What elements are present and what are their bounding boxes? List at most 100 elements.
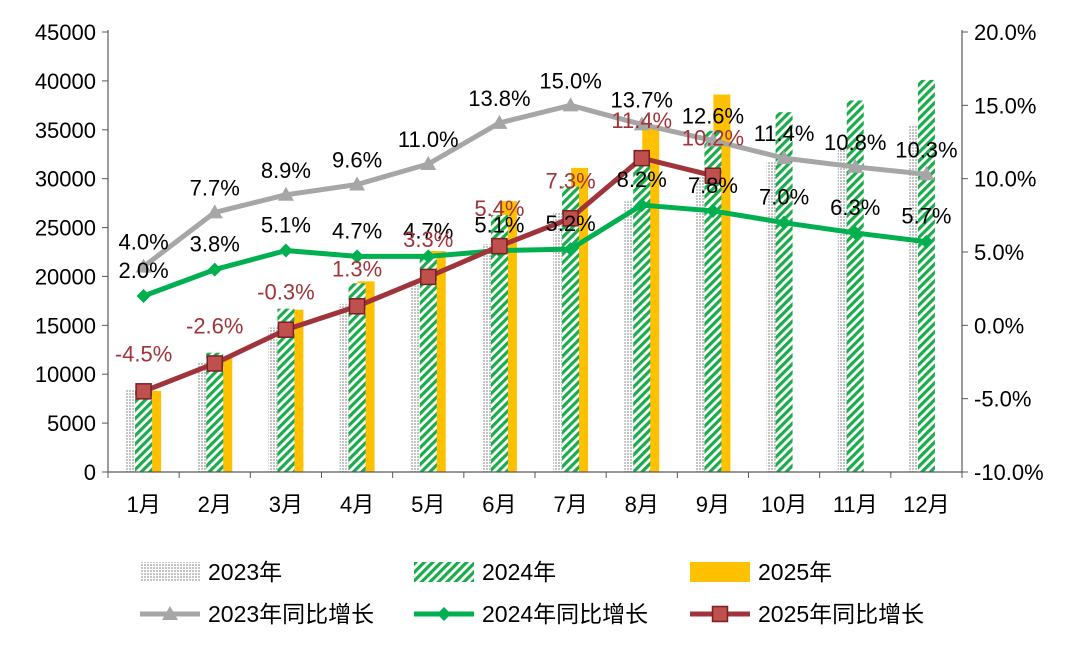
data-label-2025年同比增长-9月: 10.2% xyxy=(682,126,744,151)
legend-2024年-swatch xyxy=(414,562,474,582)
bar-2024年-5月 xyxy=(419,256,437,472)
x-tick-label: 1月 xyxy=(126,492,160,517)
bar-2024年-9月 xyxy=(704,130,722,472)
marker-2023年同比增长-12月 xyxy=(918,166,935,181)
marker-2023年同比增长-2月 xyxy=(206,204,223,219)
legend-2025年: 2025年 xyxy=(690,559,832,585)
marker-2023年同比增长-9月 xyxy=(704,132,721,147)
legend-2024年同比增长: 2024年同比增长 xyxy=(414,601,648,627)
marker-2025年同比增长-3月 xyxy=(277,321,295,338)
bar-2024年-2月 xyxy=(206,352,224,472)
legend: 2023年 2024年 2025年 2023年同比增长 2024年同比增长 2025年同比… xyxy=(140,559,924,627)
marker-2024年同比增长-10月 xyxy=(777,215,792,230)
data-label-2025年同比增长-2月: -2.6% xyxy=(186,313,243,338)
right-tick-label: 0.0% xyxy=(974,313,1024,338)
data-label-2023年同比增长-7月: 15.0% xyxy=(539,68,601,93)
data-label-2024年同比增长-10月: 7.0% xyxy=(759,185,809,210)
data-label-2023年同比增长-1月: 4.0% xyxy=(119,230,169,255)
data-label-2024年同比增长-9月: 7.8% xyxy=(688,173,738,198)
axes-layer: 0 5000 10000 15000 20000 25000 30000 35000 40000… xyxy=(35,20,1044,517)
legend-2023年-swatch xyxy=(140,562,200,582)
bar-2024年-1月 xyxy=(135,386,153,472)
left-tick-label: 25000 xyxy=(35,216,96,241)
legend-2023年同比增长-marker xyxy=(162,606,178,620)
bar-2024年-8月 xyxy=(633,161,651,473)
data-label-2024年同比增长-11月: 6.3% xyxy=(830,195,880,220)
left-tick-label: 10000 xyxy=(35,362,96,387)
marker-2023年同比增长-1月 xyxy=(135,258,152,273)
marker-2024年同比增长-5月 xyxy=(421,249,436,264)
legend-2025年-label: 2025年 xyxy=(758,559,832,585)
x-tick-label: 4月 xyxy=(340,492,374,517)
marker-2023年同比增长-4月 xyxy=(349,176,366,191)
legend-2025年同比增长-label: 2025年同比增长 xyxy=(758,601,924,627)
data-label-2023年同比增长-3月: 8.9% xyxy=(261,158,311,183)
marker-2025年同比增长-8月 xyxy=(633,149,650,167)
left-tick-label: 5000 xyxy=(47,411,96,436)
bar-2024年-7月 xyxy=(562,186,580,472)
data-label-2025年同比增长-5月: 3.3% xyxy=(403,227,453,252)
right-tick-label: 10.0% xyxy=(974,167,1036,192)
marker-2024年同比增长-1月 xyxy=(136,289,151,303)
x-tick-label: 7月 xyxy=(553,492,587,517)
marker-2024年同比增长-8月 xyxy=(634,198,649,213)
bar-2024年-10月 xyxy=(775,112,793,472)
right-tick-label: 5.0% xyxy=(974,240,1024,265)
marker-2023年同比增长-3月 xyxy=(277,186,294,201)
marker-2024年同比增长-4月 xyxy=(350,249,365,264)
data-label-2024年同比增长-3月: 5.1% xyxy=(261,213,311,238)
x-tick-label: 11月 xyxy=(833,492,878,517)
marker-2025年同比增长-5月 xyxy=(420,268,437,286)
bar-2024年-6月 xyxy=(490,214,508,472)
marker-2023年同比增长-10月 xyxy=(776,150,793,165)
data-labels-layer: 4.0% 7.7% 8.9% 9.6% 11.0% 13.8% 15.0% 13.7% 12.6… xyxy=(115,68,958,366)
data-label-2024年同比增长-2月: 3.8% xyxy=(190,232,240,257)
marker-2023年同比增长-5月 xyxy=(420,156,437,170)
legend-2023年同比增长: 2023年同比增长 xyxy=(140,601,374,627)
bar-2024年-4月 xyxy=(348,283,366,472)
marker-2024年同比增长-11月 xyxy=(848,225,863,240)
marker-2025年同比增长-2月 xyxy=(206,355,223,372)
marker-2023年同比增长-6月 xyxy=(491,114,508,129)
legend-2025年-swatch xyxy=(690,562,750,582)
legend-2024年: 2024年 xyxy=(414,559,556,585)
legend-2025年同比增长-marker xyxy=(711,605,729,623)
x-tick-label: 2月 xyxy=(198,492,232,517)
left-tick-label: 40000 xyxy=(35,69,96,94)
data-label-2024年同比增长-6月: 5.1% xyxy=(474,213,524,238)
data-label-2024年同比增长-8月: 8.2% xyxy=(617,167,667,192)
line-2023年同比增长 xyxy=(141,102,929,270)
marker-2025年同比增长-1月 xyxy=(135,383,152,400)
x-tick-label: 12月 xyxy=(903,492,949,517)
data-label-2023年同比增长-2月: 7.7% xyxy=(190,175,240,200)
data-label-2025年同比增长-1月: -4.5% xyxy=(115,341,172,366)
marker-2024年同比增长-9月 xyxy=(705,203,720,218)
data-label-2024年同比增长-5月: 4.7% xyxy=(403,218,453,243)
marker-2024年同比增长-12月 xyxy=(919,234,934,249)
legend-2023年同比增长-label: 2023年同比增长 xyxy=(208,601,374,627)
data-label-2025年同比增长-3月: -0.3% xyxy=(257,280,314,305)
data-label-2023年同比增长-5月: 11.0% xyxy=(398,127,459,152)
data-label-2023年同比增长-4月: 9.6% xyxy=(332,148,382,173)
data-label-2023年同比增长-12月: 10.3% xyxy=(895,137,957,162)
data-label-2023年同比增长-10月: 11.4% xyxy=(754,121,815,146)
x-tick-label: 10月 xyxy=(761,492,807,517)
marker-2024年同比增长-2月 xyxy=(207,262,222,277)
right-tick-label: -5.0% xyxy=(974,387,1031,412)
right-tick-label: 15.0% xyxy=(974,93,1036,118)
left-tick-label: 0 xyxy=(84,460,96,485)
data-label-2023年同比增长-11月: 10.8% xyxy=(824,130,886,155)
left-tick-label: 35000 xyxy=(35,118,96,143)
x-tick-label: 3月 xyxy=(269,492,303,517)
x-tick-label: 8月 xyxy=(625,492,659,517)
left-tick-label: 15000 xyxy=(35,313,96,338)
legend-2024年同比增长-marker xyxy=(437,607,451,621)
left-tick-label: 30000 xyxy=(35,167,96,192)
data-label-2023年同比增长-8月: 13.7% xyxy=(611,87,673,112)
bar-2024年-3月 xyxy=(277,308,295,472)
left-tick-label: 20000 xyxy=(35,264,96,289)
marker-2023年同比增长-8月 xyxy=(633,116,650,131)
bar-2024年-11月 xyxy=(846,100,864,472)
marker-2025年同比增长-4月 xyxy=(348,298,366,315)
